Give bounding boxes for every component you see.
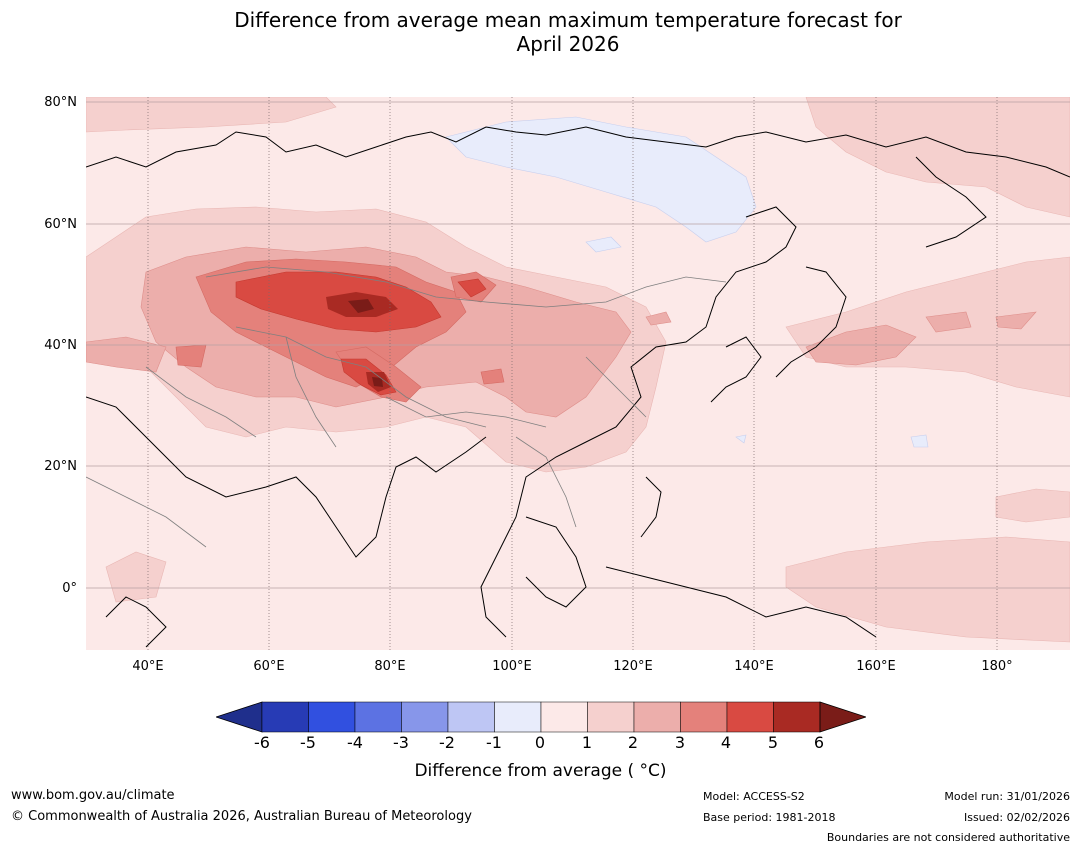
lat-label-40n: 40°N [44, 338, 77, 353]
coastlines [86, 126, 1070, 648]
colorbar-tick: 4 [720, 733, 732, 752]
anomaly-band-over-6 [348, 299, 383, 387]
lon-label-40e: 40°E [132, 659, 164, 674]
lat-label-60n: 60°N [44, 217, 77, 232]
colorbar-extend-high [819, 701, 868, 733]
colorbar-tick: -6 [254, 733, 270, 752]
lon-label-140e: 140°E [734, 659, 774, 674]
lon-label-100e: 100°E [492, 659, 532, 674]
footer-disclaimer: Boundaries are not considered authoritat… [826, 831, 1070, 844]
colorbar-swatch [308, 701, 356, 733]
colorbar-tick: 5 [767, 733, 779, 752]
colorbar-swatch [680, 701, 728, 733]
colorbar-tick: 1 [581, 733, 593, 752]
colorbar-swatch [447, 701, 495, 733]
map-title-line1: Difference from average mean maximum tem… [234, 8, 902, 32]
colorbar-tick: -5 [300, 733, 316, 752]
lat-label-80n: 80°N [44, 95, 77, 110]
lon-label-120e: 120°E [613, 659, 653, 674]
map-title-line2: April 2026 [516, 32, 620, 56]
colorbar-extend-low [214, 701, 263, 733]
colorbar [214, 701, 868, 737]
colorbar-swatch [773, 701, 821, 733]
lat-label-0: 0° [62, 581, 77, 596]
lon-label-160e: 160°E [856, 659, 896, 674]
lon-label-60e: 60°E [253, 659, 285, 674]
colorbar-swatch [494, 701, 542, 733]
colorbar-tick: 3 [674, 733, 686, 752]
lat-label-20n: 20°N [44, 459, 77, 474]
footer-base-period: Base period: 1981-2018 [703, 811, 836, 824]
colorbar-tick: -3 [393, 733, 409, 752]
forecast-map-svg [86, 97, 1070, 650]
lon-label-80e: 80°E [374, 659, 406, 674]
colorbar-swatch [354, 701, 402, 733]
colorbar-swatch [587, 701, 635, 733]
footer-model: Model: ACCESS-S2 [703, 790, 805, 803]
colorbar-tick: -4 [347, 733, 363, 752]
country-borders [86, 266, 727, 548]
colorbar-tick: 6 [813, 733, 825, 752]
colorbar-swatch [401, 701, 449, 733]
colorbar-svg [214, 701, 868, 733]
colorbar-swatch [540, 701, 588, 733]
footer-website: www.bom.gov.au/climate [11, 788, 175, 803]
anomaly-band-neg-1-0 [445, 116, 929, 448]
forecast-map [86, 97, 1070, 650]
latitude-gridlines [86, 101, 1070, 589]
map-title: Difference from average mean maximum tem… [0, 8, 1081, 56]
colorbar-swatch [726, 701, 774, 733]
footer-model-run: Model run: 31/01/2026 [944, 790, 1070, 803]
colorbar-label-text: Difference from average ( °C) [414, 761, 667, 781]
colorbar-tick: -1 [486, 733, 502, 752]
colorbar-swatch [261, 701, 309, 733]
colorbar-tick: 0 [534, 733, 546, 752]
colorbar-tick: -2 [439, 733, 455, 752]
colorbar-swatch [633, 701, 681, 733]
lon-label-180: 180° [981, 659, 1013, 674]
footer-issued: Issued: 02/02/2026 [963, 811, 1070, 824]
colorbar-label: Difference from average ( °C) [0, 761, 1081, 781]
footer-copyright: © Commonwealth of Australia 2026, Austra… [11, 809, 472, 824]
colorbar-tick: 2 [627, 733, 639, 752]
